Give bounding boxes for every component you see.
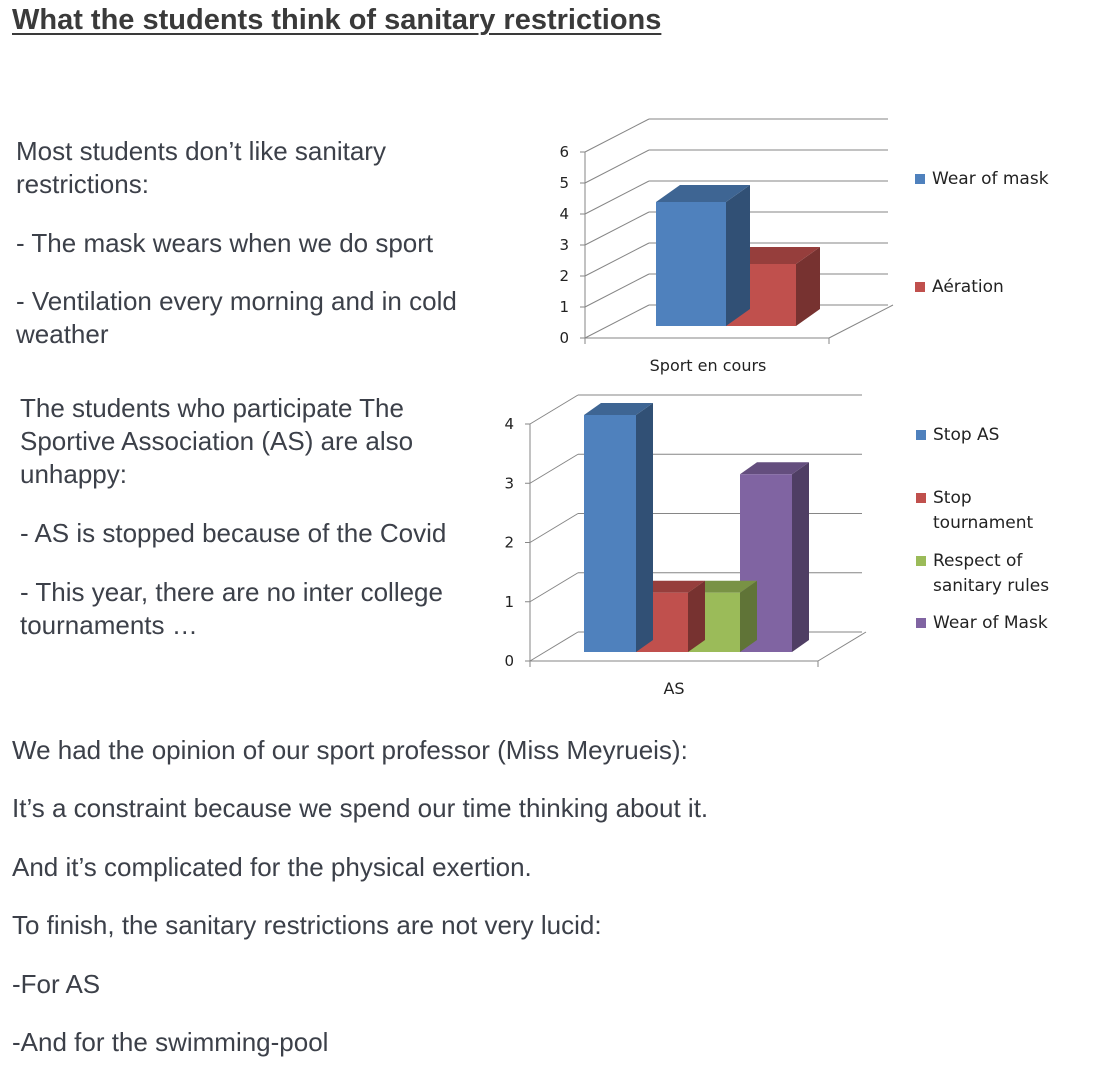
x-category-label: Sport en cours <box>650 356 767 375</box>
block3-line6: -And for the swimming-pool <box>12 1027 329 1057</box>
bar-stop-tournament-top <box>636 580 705 593</box>
bar-wear-of-mask <box>656 202 726 326</box>
block1-item2-line2: weather <box>16 319 109 349</box>
legend-swatch <box>915 174 925 184</box>
block1-item1: - The mask wears when we do sport <box>16 228 434 258</box>
page-title: What the students think of sanitary rest… <box>12 4 662 36</box>
block2-item2-line2: tournaments … <box>20 610 198 640</box>
bar-wear-of-mask-side <box>726 185 750 326</box>
legend-swatch <box>916 493 926 503</box>
gridline-side <box>584 118 650 153</box>
y-tick-label: 1 <box>504 593 514 611</box>
chart-sport-en-cours: 0 1 2 3 4 5 6 Sport en cours Wear of mask Aératio… <box>559 118 1049 375</box>
chart-as: 0 1 2 3 4 AS Stop AS Stop tournament Respect of sa… <box>504 394 1049 698</box>
block3-line4: To finish, the sanitary restrictions are… <box>12 910 602 940</box>
legend-label: Stop AS <box>933 425 999 445</box>
gridline-side <box>529 513 579 543</box>
bar-stop-as-side <box>636 403 653 652</box>
block1-intro-line1: Most students don’t like sanitary <box>16 136 386 166</box>
block2-item1: - AS is stopped because of the Covid <box>20 518 447 548</box>
legend-label: Respect of sanitary rules <box>933 551 1049 596</box>
bar-a-ration-side <box>796 247 820 326</box>
gridline-side <box>529 631 579 662</box>
block1-item2-line1: - Ventilation every morning and in cold <box>16 286 457 316</box>
legend-label: Wear of Mask <box>933 613 1048 633</box>
gridline-side <box>584 242 650 277</box>
bar-respect-of-sanitary-rules-side <box>740 580 757 652</box>
legend-swatch <box>916 430 926 440</box>
bar-stop-tournament-side <box>688 580 705 652</box>
y-tick-label: 1 <box>559 298 569 316</box>
gridline-side <box>584 211 650 246</box>
y-tick-label: 2 <box>504 534 514 552</box>
bar-wear-of-mask-top <box>656 185 750 202</box>
gridline-side <box>584 149 650 184</box>
y-tick-label: 3 <box>504 474 514 492</box>
legend-swatch <box>915 282 925 292</box>
block2-intro-line1: The students who participate The <box>20 393 404 423</box>
y-tick-label: 5 <box>559 174 569 192</box>
legend-label: Aération <box>932 277 1004 297</box>
legend-swatch <box>916 618 926 628</box>
y-tick-label: 4 <box>504 415 514 433</box>
legend-swatch <box>916 556 926 566</box>
block2-intro-line3: unhappy: <box>20 459 127 489</box>
bar-stop-as <box>584 415 636 652</box>
block3-line1: We had the opinion of our sport professo… <box>12 735 688 765</box>
block3-line2: It’s a constraint because we spend our t… <box>12 793 709 823</box>
block1-intro-line2: restrictions: <box>16 169 149 199</box>
bar-respect-of-sanitary-rules-top <box>688 580 757 593</box>
gridline-side <box>584 273 650 308</box>
y-tick-label: 0 <box>504 652 514 670</box>
y-tick-label: 2 <box>559 267 569 285</box>
y-tick-label: 0 <box>559 329 569 347</box>
x-category-label: AS <box>663 679 684 698</box>
gridline-side <box>584 304 650 339</box>
block2-intro-line2: Sportive Association (AS) are also <box>20 426 414 456</box>
legend-label: Wear of mask <box>932 169 1049 189</box>
bar-stop-as-top <box>584 403 653 415</box>
gridline-side <box>584 180 650 215</box>
gridline-side <box>529 394 579 425</box>
floor-side-edge <box>828 304 894 339</box>
bar-wear-of-mask-side <box>792 462 809 652</box>
bar-wear-of-mask-top <box>740 462 809 475</box>
block3-line3: And it’s complicated for the physical ex… <box>12 852 532 882</box>
block2-item2-line1: - This year, there are no inter college <box>20 577 443 607</box>
y-tick-label: 6 <box>559 143 569 161</box>
legend-label: Stop tournament <box>933 488 1034 533</box>
block3-line5: -For AS <box>12 969 101 999</box>
y-tick-label: 3 <box>559 236 569 254</box>
gridline-side <box>529 453 579 484</box>
floor-side-edge <box>817 631 867 662</box>
y-tick-label: 4 <box>559 205 569 223</box>
gridline-side <box>529 572 579 603</box>
